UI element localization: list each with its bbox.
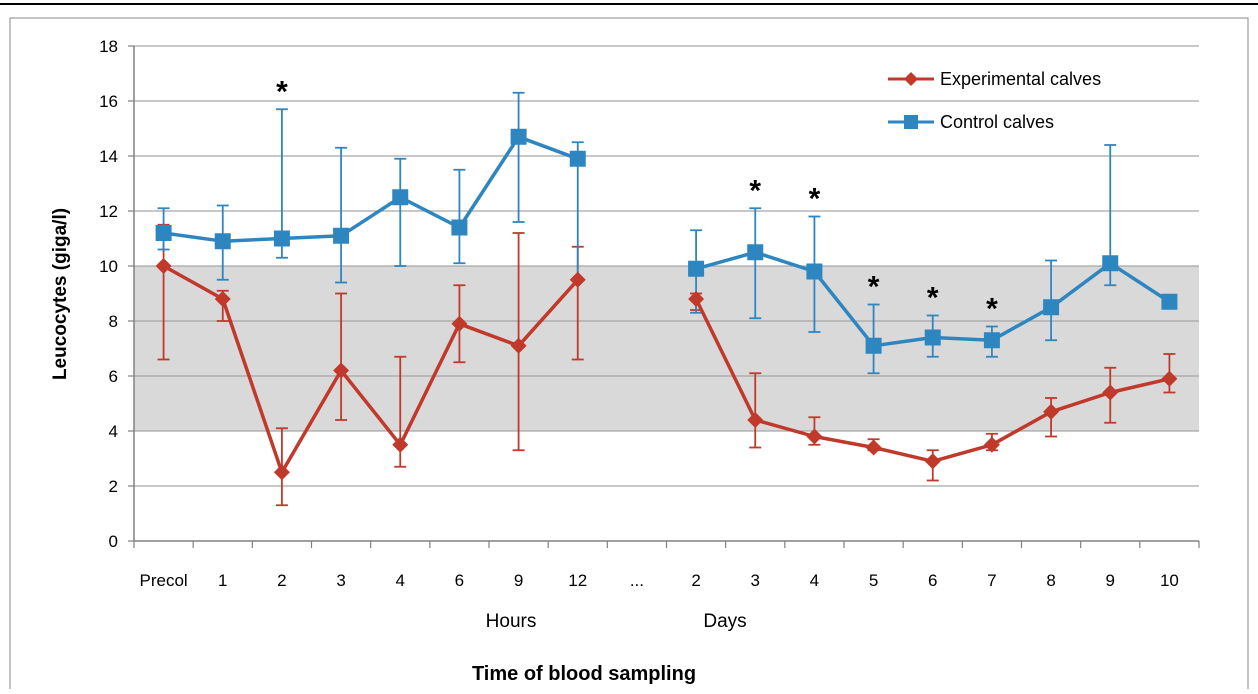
y-tick-label: 8	[109, 312, 118, 331]
reference-range-band	[134, 266, 1199, 431]
legend-label-experimental: Experimental calves	[940, 69, 1101, 89]
x-tick-label: 2	[691, 571, 700, 590]
significance-star: *	[868, 271, 880, 304]
data-point-diamond	[214, 291, 231, 307]
x-tick-label: 6	[455, 571, 464, 590]
significance-star: *	[927, 282, 939, 315]
data-point-diamond	[865, 439, 882, 456]
x-tick-label: 6	[928, 571, 937, 590]
data-point-square	[273, 230, 290, 247]
axes	[128, 45, 1200, 548]
x-tick-label: 4	[810, 571, 819, 590]
data-point-square	[924, 329, 941, 346]
y-tick-label: 14	[99, 147, 118, 166]
y-tick-label: 16	[99, 92, 118, 111]
data-point-square	[747, 244, 764, 261]
significance-star: *	[986, 293, 998, 326]
legend-square-icon	[904, 115, 918, 129]
data-point-square	[1102, 255, 1119, 272]
data-point-diamond	[273, 464, 290, 481]
significance-markers: * * * * * *	[276, 75, 998, 325]
data-point-square	[983, 332, 1000, 349]
data-point-diamond	[569, 271, 586, 288]
data-point-square	[333, 227, 350, 244]
y-tick-labels: 0 2 4 6 8 10 12 14 16 18	[99, 37, 118, 551]
series-lines	[162, 135, 1171, 475]
x-tick-label: 1	[218, 571, 227, 590]
significance-star: *	[809, 183, 821, 216]
data-point-square	[806, 263, 823, 280]
y-tick-label: 4	[109, 422, 118, 441]
group-label-hours: Hours	[486, 611, 537, 632]
significance-star: *	[749, 174, 761, 207]
data-point-diamond	[333, 362, 350, 379]
x-tick-label: 10	[1160, 571, 1179, 590]
x-tick-labels: Precol 1 2 3 4 6 9 12... 2 3 4 5 6 7 8 9 10	[139, 571, 1178, 590]
x-tick-label: 7	[987, 571, 996, 590]
data-point-square	[392, 189, 409, 206]
data-point-diamond	[510, 337, 527, 354]
x-tick-label: Precol	[139, 571, 187, 590]
legend: Experimental calves Control calves	[888, 69, 1101, 132]
data-point-square	[1161, 293, 1178, 310]
data-point-diamond	[806, 428, 823, 445]
significance-star: *	[276, 75, 288, 108]
data-point-square	[451, 219, 468, 236]
series-line-0	[162, 264, 580, 475]
data-point-square	[688, 260, 705, 277]
data-point-square	[865, 337, 882, 354]
data-point-square	[155, 225, 172, 241]
data-point-diamond	[983, 436, 1000, 453]
data-point-diamond	[924, 453, 941, 470]
legend-diamond-icon	[904, 72, 918, 86]
data-point-diamond	[451, 315, 468, 332]
data-point-diamond	[392, 436, 409, 453]
data-point-square	[1043, 299, 1060, 316]
x-tick-label: 9	[514, 571, 523, 590]
legend-label-control: Control calves	[940, 112, 1054, 132]
x-tick-label: 12	[568, 571, 587, 590]
x-tick-label: ...	[630, 571, 644, 590]
x-tick-label: 4	[396, 571, 405, 590]
data-point-square	[569, 150, 586, 167]
series-line-1	[163, 135, 579, 243]
x-tick-label: 3	[751, 571, 760, 590]
data-point-diamond	[1102, 384, 1119, 401]
y-tick-label: 18	[99, 37, 118, 56]
x-axis-label: Time of blood sampling	[472, 663, 696, 685]
data-point-diamond	[1161, 370, 1178, 387]
data-point-diamond	[747, 412, 764, 428]
y-tick-label: 0	[109, 532, 118, 551]
y-axis-label: Leucocytes (giga/l)	[50, 208, 71, 380]
x-tick-label: 5	[869, 571, 878, 590]
x-tick-label: 8	[1046, 571, 1055, 590]
series-markers	[155, 128, 1178, 481]
x-tick-label: 3	[336, 571, 345, 590]
gridlines	[134, 45, 1199, 487]
data-point-square	[214, 233, 231, 250]
data-point-diamond	[155, 258, 172, 274]
data-point-square	[510, 128, 527, 145]
plot-background	[134, 266, 1199, 431]
group-label-days: Days	[703, 611, 746, 632]
y-tick-label: 6	[109, 367, 118, 386]
data-point-diamond	[688, 291, 705, 307]
x-tick-label: 9	[1106, 571, 1115, 590]
y-tick-label: 2	[109, 477, 118, 496]
chart-border	[9, 17, 1249, 694]
data-point-diamond	[1043, 403, 1060, 420]
y-tick-label: 12	[99, 202, 118, 221]
y-tick-label: 10	[99, 257, 118, 276]
x-tick-label: 2	[277, 571, 286, 590]
